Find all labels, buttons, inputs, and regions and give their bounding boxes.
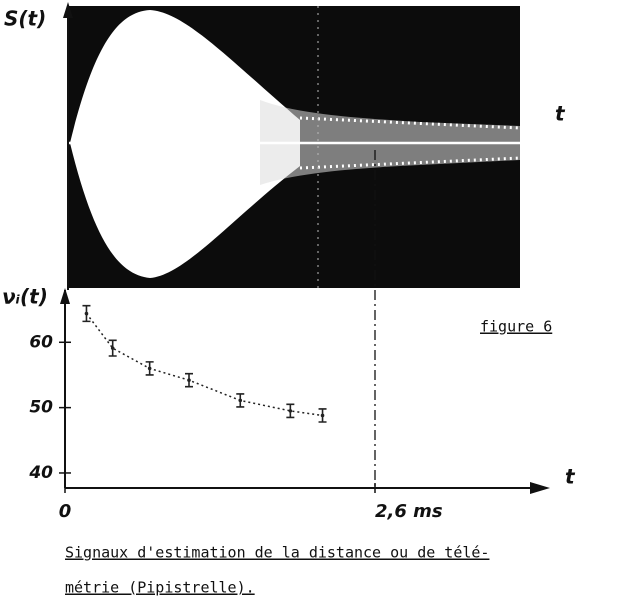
oscillogram xyxy=(60,2,546,290)
y-tick-label: 50 xyxy=(29,398,53,418)
x-tick-label: 0 xyxy=(59,501,72,522)
caption-line: Signaux d'estimation de la distance ou d… xyxy=(65,544,489,562)
trend-line xyxy=(85,313,323,417)
y-tick-label: 60 xyxy=(29,332,53,352)
plot: 40 50 60 0 2,6 ms xyxy=(28,150,550,522)
figure-label: figure 6 xyxy=(480,318,552,336)
top-x-label: t xyxy=(555,102,566,126)
top-y-label: S(t) xyxy=(4,7,46,31)
x-axis-label: t xyxy=(565,465,576,489)
y-axis-label: νᵢ(t) xyxy=(2,285,48,309)
data-point xyxy=(110,346,115,350)
x-tick-label: 2,6 ms xyxy=(375,501,443,522)
data-point xyxy=(238,398,243,403)
data-point xyxy=(147,366,152,371)
x-axis-arrow xyxy=(530,482,550,494)
data-point xyxy=(320,413,325,418)
data-point xyxy=(84,311,89,316)
y-axis-arrow xyxy=(60,288,70,304)
data-point xyxy=(288,409,293,413)
caption-line: métrie (Pipistrelle). xyxy=(65,579,255,597)
data-point xyxy=(187,378,191,382)
y-tick-label: 40 xyxy=(28,463,53,483)
